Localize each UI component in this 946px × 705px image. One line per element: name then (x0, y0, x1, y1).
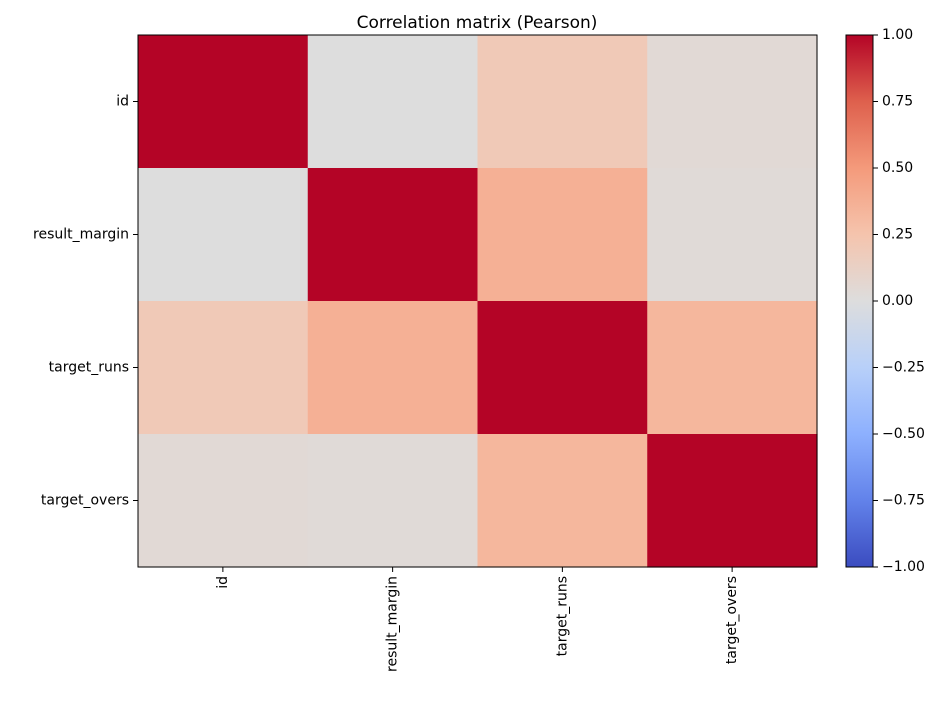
x-tick-label: target_overs (724, 576, 740, 664)
colorbar-tick-label: 0.25 (882, 227, 913, 243)
x-tick-label: target_runs (554, 576, 570, 656)
x-tick-label: result_margin (385, 576, 401, 672)
heatmap-cell-target_runs-target_overs (647, 301, 818, 435)
heatmap-cell-id-target_runs (477, 35, 648, 169)
y-tick-label: id (116, 94, 129, 110)
colorbar-tick-label: −1.00 (882, 559, 925, 575)
heatmap-cells (138, 35, 818, 568)
heatmap-cell-target_runs-result_margin (307, 301, 479, 435)
colorbar: 1.00 0.75 0.50 0.25 0.00 −0.25 −0.50 −0.75 −1.00 (845, 27, 925, 575)
colorbar-tick-label: 0.00 (882, 293, 913, 309)
heatmap-cell-id-target_overs (647, 35, 818, 169)
heatmap-cell-target_overs-id (138, 434, 309, 568)
chart-title: Correlation matrix (Pearson) (357, 13, 598, 33)
colorbar-tick-label: −0.75 (882, 493, 925, 509)
y-tick-label: target_runs (49, 360, 129, 376)
x-tick-label: id (215, 576, 231, 589)
colorbar-gradient (846, 35, 873, 567)
y-tick-label: target_overs (41, 493, 129, 509)
heatmap-cell-result_margin-target_overs (647, 168, 818, 302)
colorbar-ticks: 1.00 0.75 0.50 0.25 0.00 −0.25 −0.50 −0.75 −1.00 (873, 27, 925, 575)
heatmap-cell-result_margin-target_runs (477, 168, 648, 302)
heatmap-cell-id-result_margin (307, 35, 479, 169)
x-axis-ticks: id result_margin target_runs target_overs (215, 567, 740, 672)
y-axis-ticks: id result_margin target_runs target_overs (33, 94, 138, 509)
heatmap-cell-target_overs-target_runs (477, 434, 648, 568)
heatmap-cell-target_runs-id (138, 301, 309, 435)
colorbar-tick-label: 0.75 (882, 94, 913, 110)
colorbar-tick-label: 0.50 (882, 160, 913, 176)
colorbar-tick-label: 1.00 (882, 27, 913, 43)
heatmap-cell-target_runs-target_runs (477, 301, 648, 435)
heatmap-cell-target_overs-target_overs (647, 434, 818, 568)
plot-frame (137, 34, 818, 568)
heatmap-cell-target_overs-result_margin (307, 434, 479, 568)
heatmap-cell-id-id (138, 35, 309, 169)
heatmap-cell-result_margin-id (138, 168, 309, 302)
y-tick-label: result_margin (33, 227, 129, 243)
colorbar-tick-label: −0.50 (882, 426, 925, 442)
colorbar-tick-label: −0.25 (882, 360, 925, 376)
heatmap-cell-result_margin-result_margin (307, 168, 479, 302)
